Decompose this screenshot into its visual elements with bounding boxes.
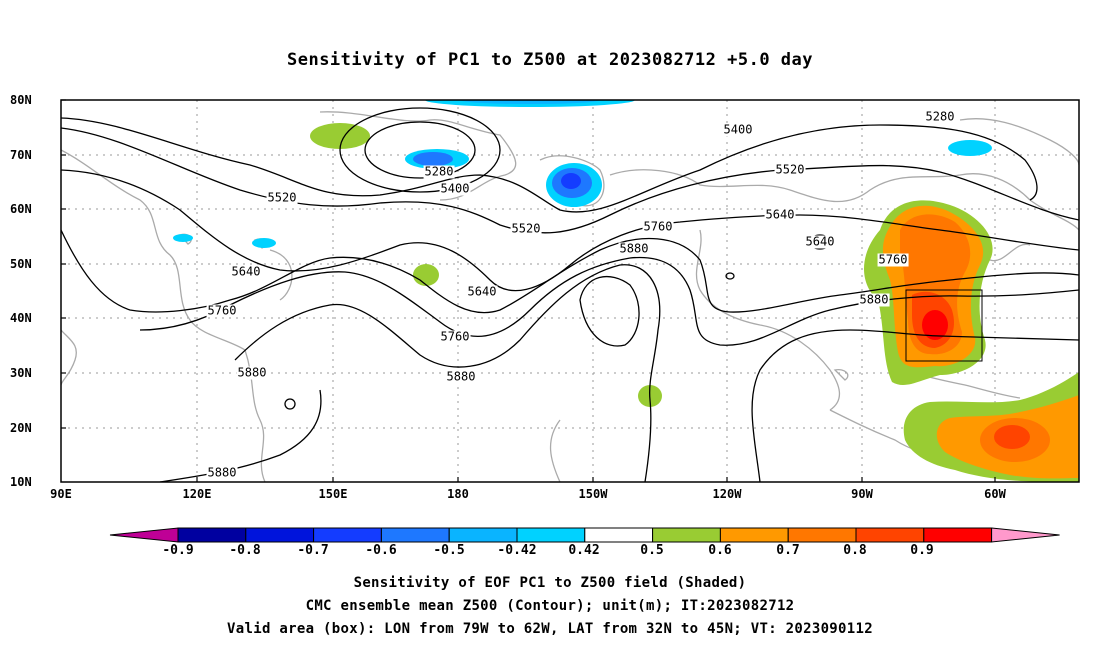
lat-label: 10N [10, 475, 32, 489]
colorbar-label: -0.42 [497, 543, 537, 558]
map-title: Sensitivity of PC1 to Z500 at 2023082712… [286, 50, 813, 70]
caption-shading: Sensitivity of EOF PC1 to Z500 field (Sh… [353, 575, 747, 591]
lon-label: 90W [851, 487, 873, 501]
contour-label: 5760 [642, 219, 674, 234]
caption-contour: CMC ensemble mean Z500 (Contour); unit(m… [305, 598, 795, 614]
colorbar-label: 0.5 [640, 543, 664, 558]
lon-label: 150E [318, 487, 348, 501]
contour-label: 5280 [423, 164, 455, 179]
colorbar-label: 0.8 [843, 543, 867, 558]
contour-label: 5760 [877, 252, 909, 267]
caption-valid-area: Valid area (box): LON from 79W to 62W, L… [227, 621, 873, 637]
lat-label: 50N [10, 257, 32, 271]
map-border [60, 99, 1080, 483]
contour-label: 5760 [206, 303, 238, 318]
colorbar-label: 0.6 [708, 543, 732, 558]
colorbar-label: -0.9 [162, 543, 194, 558]
axis-ticks [61, 99, 996, 482]
contour-label: 5640 [230, 264, 262, 279]
lon-label: 120W [712, 487, 742, 501]
contour-label: 5640 [804, 234, 836, 249]
colorbar-label: -0.5 [433, 543, 465, 558]
lat-label: 30N [10, 366, 32, 380]
lat-label: 80N [10, 93, 32, 107]
lon-label: 90E [50, 487, 72, 501]
contour-label: 5880 [858, 292, 890, 307]
contour-label: 5400 [722, 122, 754, 137]
contour-label: 5280 [924, 109, 956, 124]
valid-area-box [905, 289, 983, 362]
contour-label: 5880 [206, 465, 238, 480]
lon-label: 60W [984, 487, 1006, 501]
contour-label: 5640 [466, 284, 498, 299]
colorbar-label: 0.42 [568, 543, 600, 558]
contour-label: 5520 [266, 190, 298, 205]
colorbar-label: -0.8 [229, 543, 261, 558]
lat-label: 20N [10, 421, 32, 435]
lon-label: 180 [447, 487, 469, 501]
colorbar-label: 0.7 [776, 543, 800, 558]
lon-label: 150W [578, 487, 608, 501]
lat-label: 60N [10, 202, 32, 216]
sensitivity-shading [173, 100, 1079, 482]
contour-label: 5400 [439, 181, 471, 196]
contour-label: 5880 [236, 365, 268, 380]
contour-label: 5880 [618, 241, 650, 256]
contour-label: 5640 [764, 207, 796, 222]
contour-label: 5760 [439, 329, 471, 344]
contour-label: 5880 [445, 369, 477, 384]
lat-label: 40N [10, 311, 32, 325]
lat-label: 70N [10, 148, 32, 162]
colorbar-label: 0.9 [910, 543, 934, 558]
colorbar-label: -0.6 [365, 543, 397, 558]
lon-label: 120E [182, 487, 212, 501]
colorbar-label: -0.7 [297, 543, 329, 558]
contour-label: 5520 [774, 162, 806, 177]
contour-label: 5520 [510, 221, 542, 236]
